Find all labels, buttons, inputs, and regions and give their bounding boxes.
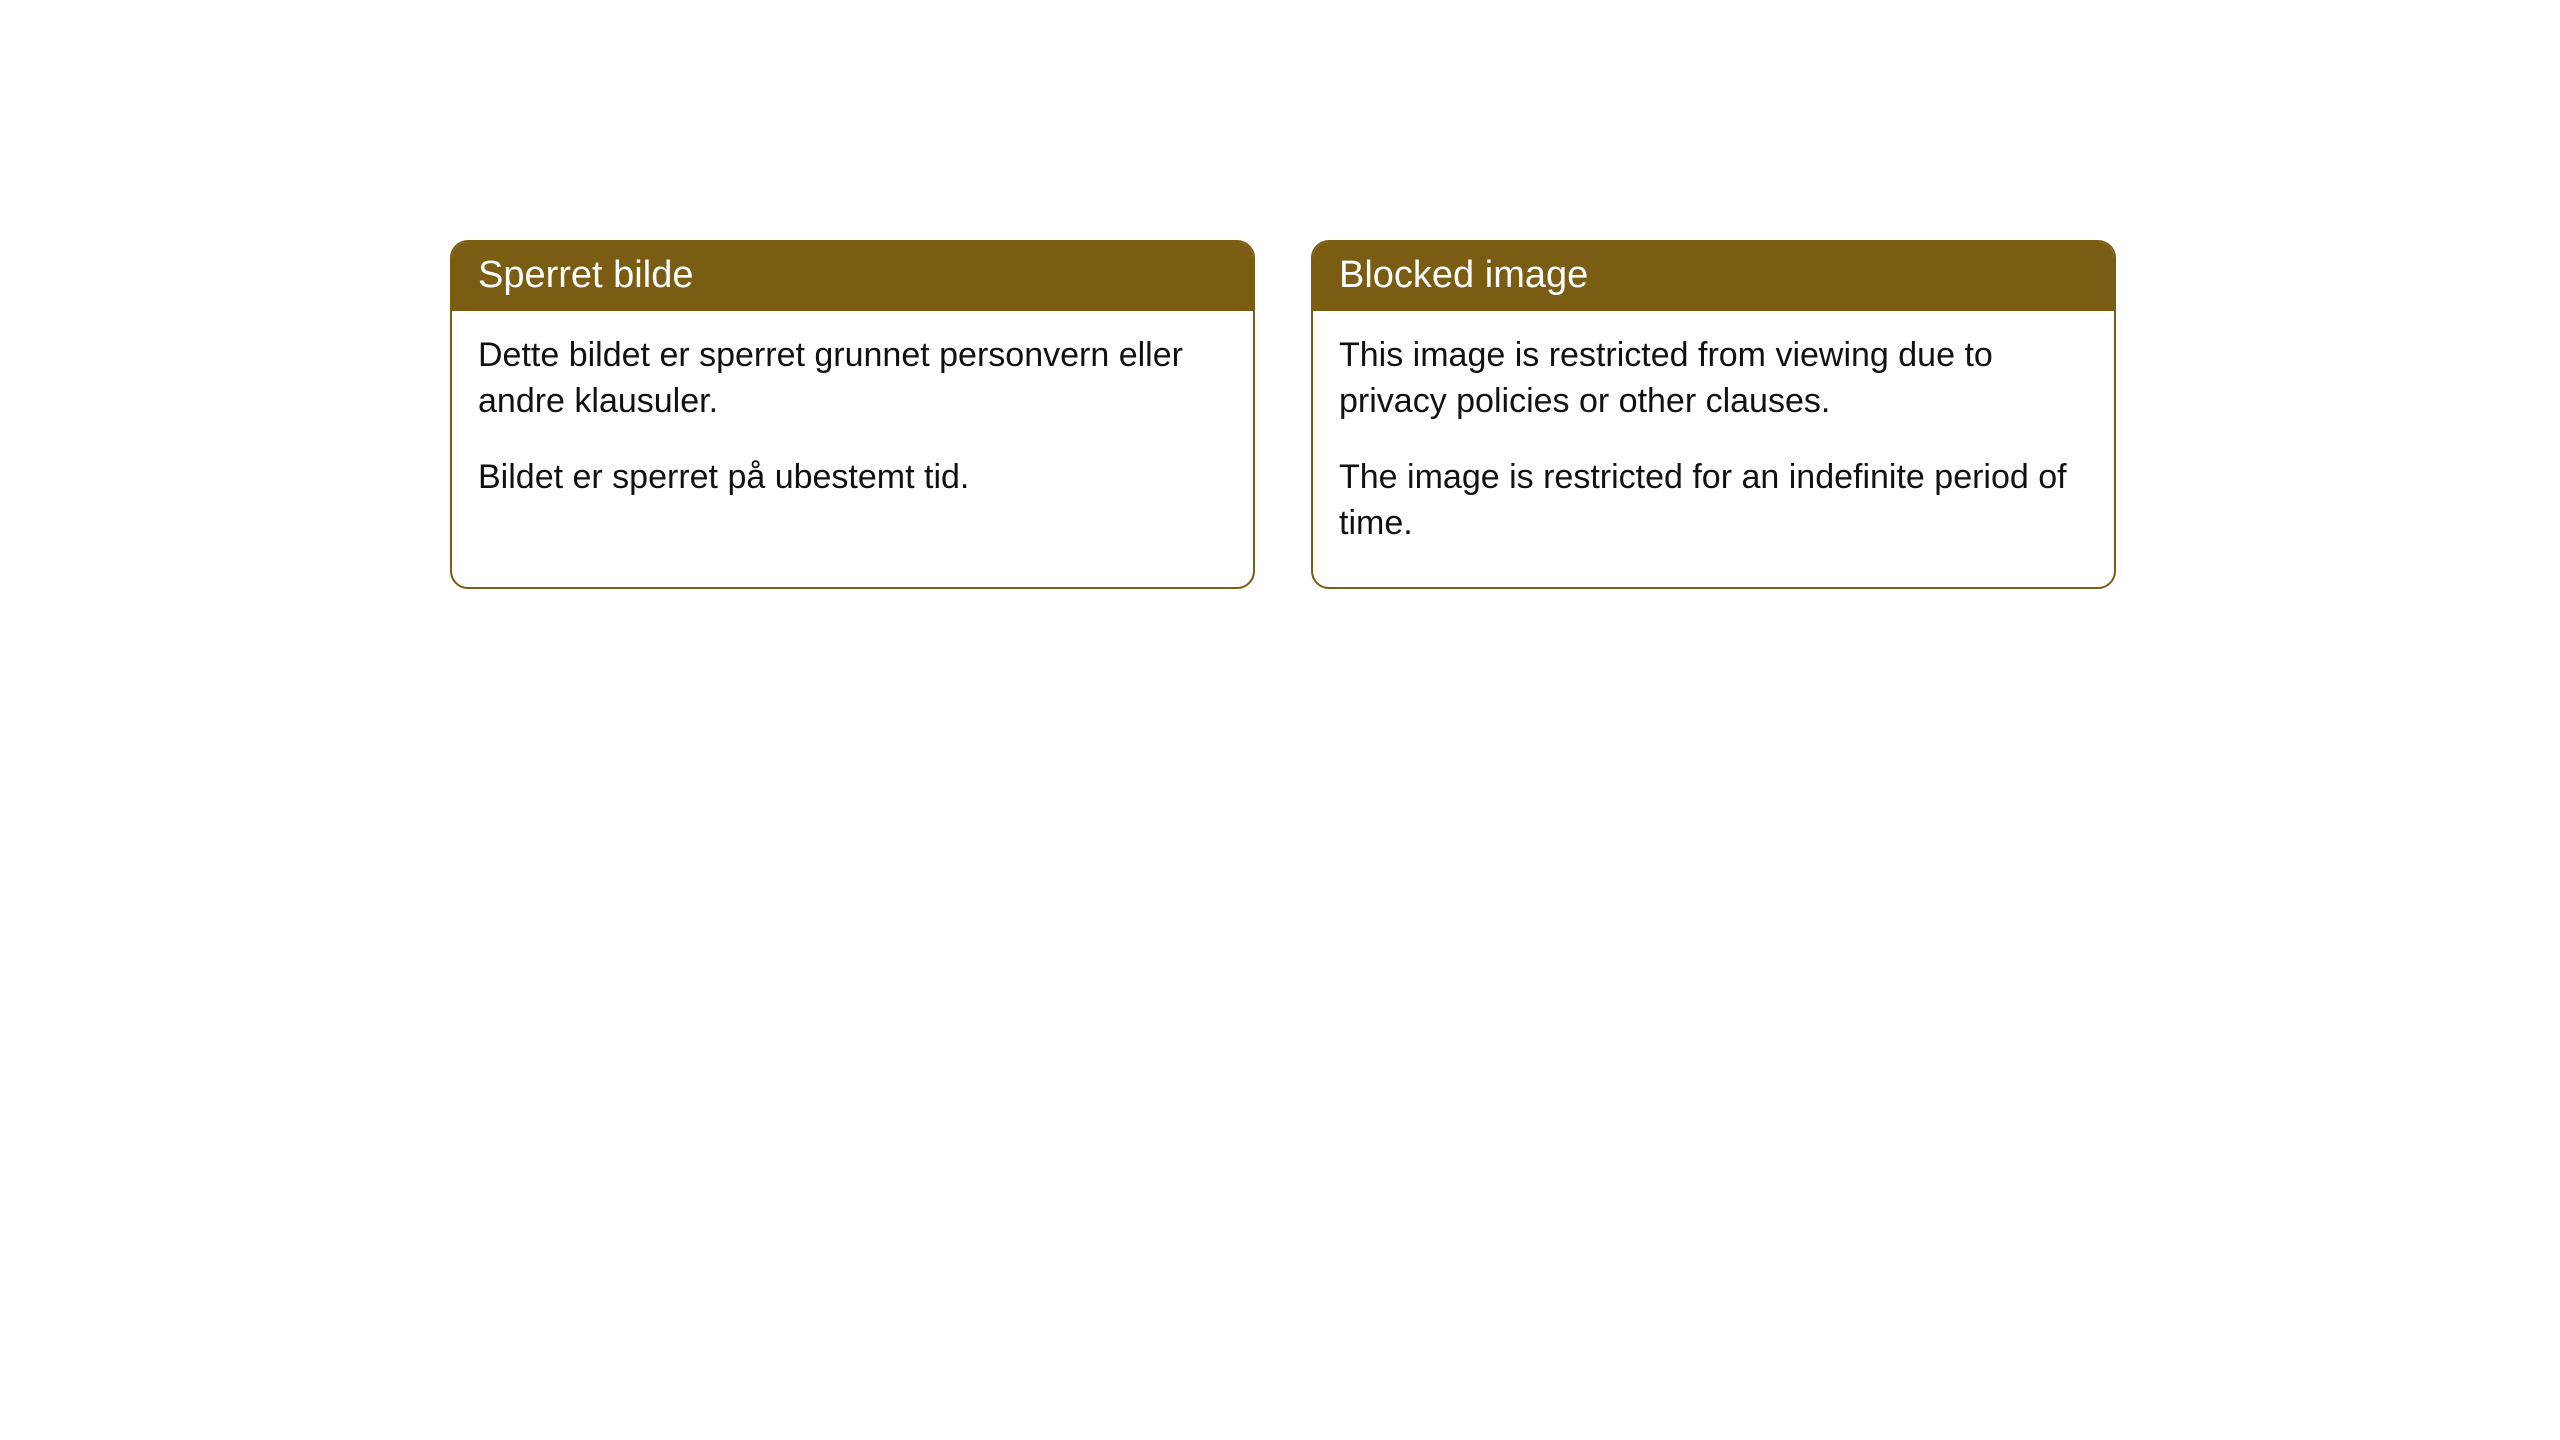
card-body: This image is restricted from viewing du… (1313, 311, 2114, 587)
card-body: Dette bildet er sperret grunnet personve… (452, 311, 1253, 541)
blocked-image-card-en: Blocked image This image is restricted f… (1311, 240, 2116, 589)
card-paragraph: This image is restricted from viewing du… (1339, 333, 2088, 425)
notice-container: Sperret bilde Dette bildet er sperret gr… (450, 240, 2116, 589)
card-title: Blocked image (1313, 242, 2114, 311)
blocked-image-card-no: Sperret bilde Dette bildet er sperret gr… (450, 240, 1255, 589)
card-paragraph: Bildet er sperret på ubestemt tid. (478, 455, 1227, 501)
card-title: Sperret bilde (452, 242, 1253, 311)
card-paragraph: Dette bildet er sperret grunnet personve… (478, 333, 1227, 425)
card-paragraph: The image is restricted for an indefinit… (1339, 455, 2088, 547)
